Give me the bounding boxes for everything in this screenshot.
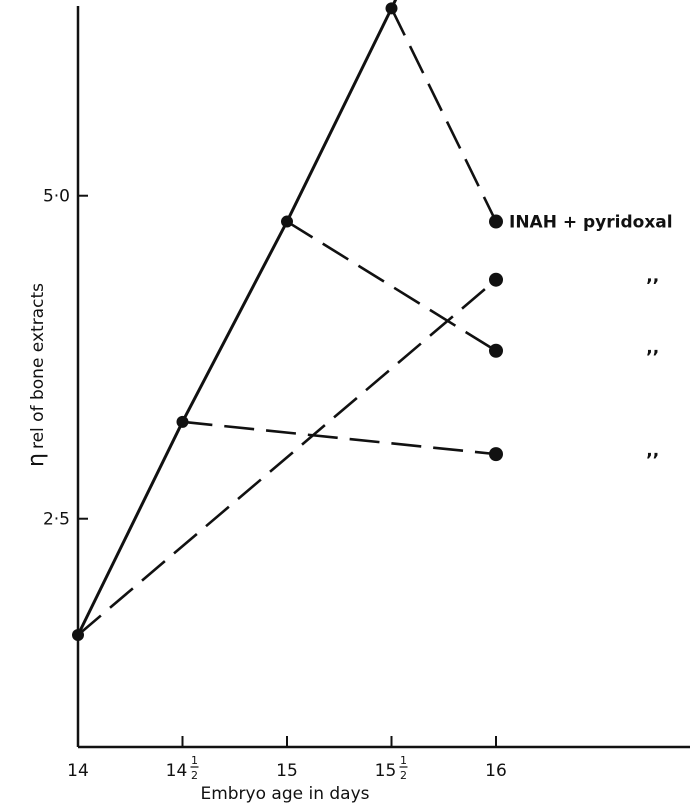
x-axis-title: Embryo age in days bbox=[200, 784, 369, 804]
dashed-series-line bbox=[182, 420, 497, 456]
series-annotation: INAH + pyridoxal bbox=[509, 213, 673, 233]
x-tick-frac-denominator: 2 bbox=[400, 769, 407, 782]
solid-series-line bbox=[76, 421, 184, 636]
points-group bbox=[72, 2, 503, 641]
y-axis-title: η rel of bone extracts bbox=[24, 283, 49, 467]
x-tick-label: 14 bbox=[166, 761, 188, 781]
y-ticks: 2·55·07·510·0 bbox=[43, 187, 88, 530]
solid-series-line bbox=[390, 0, 398, 10]
data-point bbox=[385, 2, 398, 15]
dashed-series-line bbox=[77, 278, 497, 636]
data-point bbox=[489, 447, 503, 462]
y-tick-label: 5·0 bbox=[43, 187, 70, 207]
y-axis-title-text: rel of bone extracts bbox=[28, 283, 48, 449]
data-point bbox=[489, 214, 503, 229]
data-point bbox=[489, 343, 503, 358]
x-tick-label: 16 bbox=[485, 761, 507, 781]
solid-series-line bbox=[181, 220, 289, 423]
ditto-annotation: ,, bbox=[646, 338, 659, 358]
x-tick-label: 15 bbox=[276, 761, 298, 781]
x-tick-label: 14 bbox=[67, 761, 89, 781]
x-tick-frac-denominator: 2 bbox=[191, 769, 198, 782]
data-point bbox=[176, 415, 189, 428]
dashed-series-line bbox=[390, 7, 498, 223]
annotations-group: INAHINAH + pyridoxal,,,,,, bbox=[509, 213, 673, 462]
x-tick-frac-numerator: 1 bbox=[400, 754, 407, 767]
data-point bbox=[489, 272, 503, 287]
ditto-annotation: ,, bbox=[646, 267, 659, 287]
x-tick-label: 15 bbox=[375, 761, 397, 781]
dashed-series-line bbox=[286, 220, 497, 352]
y-axis-eta-symbol: η bbox=[24, 453, 49, 467]
series-group bbox=[76, 0, 498, 636]
ditto-annotation: ,, bbox=[646, 441, 659, 461]
solid-series-line bbox=[285, 7, 393, 223]
y-tick-label: 2·5 bbox=[43, 510, 70, 530]
x-tick-frac-numerator: 1 bbox=[191, 754, 198, 767]
data-point bbox=[72, 629, 84, 641]
data-point bbox=[281, 215, 293, 228]
